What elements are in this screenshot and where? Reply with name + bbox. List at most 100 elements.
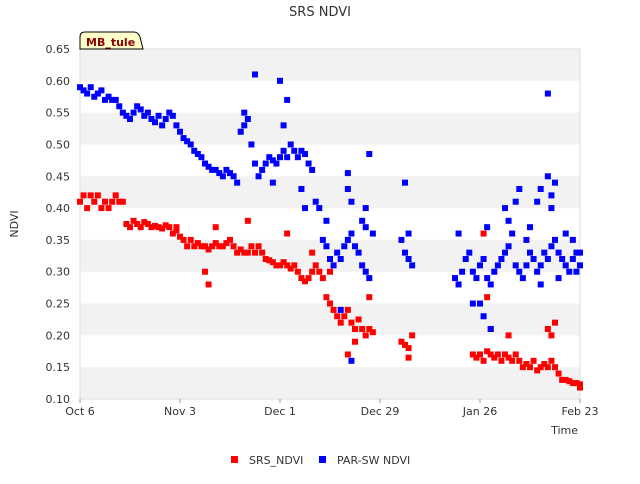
grid-bands [80,49,580,399]
srs-ndvi-point [223,240,230,247]
par-sw-ndvi-point [191,147,198,154]
par-sw-ndvi-point [519,275,526,282]
par-sw-ndvi-point [284,96,291,103]
series-srs-ndvi [77,192,583,391]
par-sw-ndvi-point [155,112,162,119]
par-sw-ndvi-point [523,262,530,269]
par-sw-ndvi-point [573,249,580,256]
srs-ndvi-point [241,249,248,256]
srs-ndvi-point [312,262,319,269]
par-sw-ndvi-point [487,281,494,288]
srs-ndvi-point [173,227,180,234]
srs-ndvi-point [152,222,158,229]
srs-ndvi-point [77,198,83,205]
par-sw-ndvi-point [562,230,569,237]
par-sw-ndvi-point [502,249,508,256]
par-sw-ndvi-point [277,77,283,84]
srs-ndvi-point [87,192,94,199]
par-sw-ndvi-point [248,141,255,148]
par-sw-ndvi-point [266,154,273,161]
par-sw-ndvi-point [319,236,326,243]
srs-ndvi-point [480,357,487,364]
srs-ndvi-point [534,367,541,374]
par-sw-ndvi-point [152,119,158,126]
srs-ndvi-point [102,198,108,205]
srs-ndvi-point [552,364,558,371]
srs-ndvi-point [334,313,341,320]
par-sw-ndvi-point [555,275,562,282]
par-sw-ndvi-point [205,163,212,170]
srs-ndvi-point [569,380,576,387]
srs-ndvi-point [523,361,530,367]
y-tick-label: 0.15 [46,361,71,374]
srs-ndvi-point [234,249,241,256]
par-sw-ndvi-point [534,198,541,205]
par-sw-ndvi-point [173,122,180,129]
par-sw-ndvi-point [362,268,369,275]
par-sw-ndvi-point [355,249,362,256]
par-sw-ndvi-point [334,249,341,256]
par-sw-ndvi-point [462,256,469,262]
y-axis: 0.10 0.15 0.20 0.25 0.30 0.35 0.40 0.45 0.50 0.55… [46,43,71,406]
par-sw-ndvi-point [280,122,287,129]
par-sw-ndvi-point [348,357,355,364]
par-sw-ndvi-point [516,268,523,275]
par-sw-ndvi-point [202,160,208,167]
par-sw-ndvi-point [112,96,119,103]
srs-ndvi-point [269,259,276,266]
par-sw-ndvi-point [344,186,351,192]
par-sw-ndvi-point [455,230,462,237]
srs-ndvi-point [573,380,580,387]
srs-ndvi-point [202,268,208,275]
par-sw-ndvi-point [269,157,276,164]
par-sw-ndvi-point [327,256,333,262]
srs-ndvi-point [212,240,219,247]
par-sw-ndvi-point [244,116,251,122]
par-sw-ndvi-point [144,109,151,116]
srs-ndvi-point [366,326,373,332]
srs-ndvi-point [148,224,155,231]
y-tick-label: 0.65 [46,43,71,56]
srs-ndvi-point [348,319,355,326]
legend-label-srs-ndvi: SRS_NDVI [249,454,303,467]
par-sw-ndvi-point [77,84,83,91]
srs-ndvi-point [105,205,112,212]
par-sw-ndvi-point [537,281,544,288]
par-sw-ndvi-point [234,179,241,186]
srs-ndvi-point [287,265,294,272]
par-sw-ndvi-point [359,217,366,224]
par-sw-ndvi-point [480,256,487,262]
x-tick-label: Dec 29 [361,405,400,418]
par-sw-ndvi-point [180,135,187,142]
srs-ndvi-point [298,275,305,282]
par-sw-ndvi-point [237,128,244,135]
site-badge: MB_tule [79,31,144,50]
srs-ndvi-point [230,243,237,250]
srs-ndvi-point [219,243,226,250]
srs-ndvi-point [344,351,351,358]
srs-ndvi-point [484,348,491,355]
par-sw-ndvi-point [305,160,312,167]
srs-ndvi-point [98,205,105,212]
par-sw-ndvi-point [109,96,116,103]
srs-ndvi-point [123,221,130,227]
par-sw-ndvi-point [298,147,305,154]
srs-ndvi-point [352,338,358,345]
par-sw-ndvi-point [405,230,412,237]
srs-ndvi-point [505,354,512,361]
par-sw-ndvi-point [409,262,416,269]
par-sw-ndvi-point [544,173,551,180]
srs-ndvi-point [555,370,562,377]
srs-ndvi-point [477,351,483,358]
srs-ndvi-point [209,243,216,250]
par-sw-ndvi-point [537,262,544,269]
par-sw-ndvi-point [80,87,87,94]
srs-ndvi-point [541,361,548,367]
par-sw-ndvi-point [494,262,501,269]
srs-ndvi-point [255,243,262,250]
plot-frame [79,48,581,400]
y-tick-label: 0.45 [46,170,71,183]
x-tick-label: Nov 3 [164,405,196,418]
par-sw-ndvi-point [559,256,566,262]
site-badge-label: MB_tule [86,36,135,49]
